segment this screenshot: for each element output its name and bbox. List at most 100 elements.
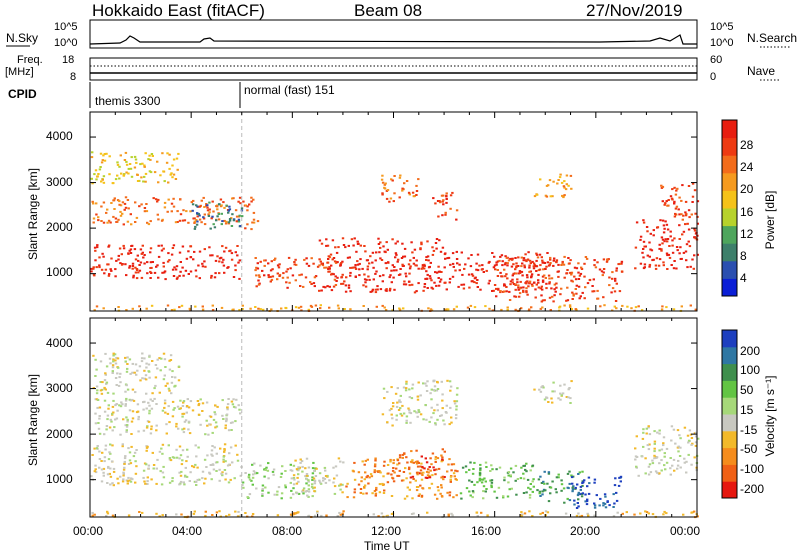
heatmap-cell [617,484,621,487]
heatmap-cell [452,308,456,311]
heatmap-cell [313,469,316,472]
heatmap-cell [415,486,419,488]
heatmap-cell [393,175,396,177]
heatmap-cell [683,457,686,460]
heatmap-cell [390,473,393,476]
heatmap-cell [359,491,362,494]
heatmap-cell [448,423,451,426]
heatmap-cell [136,369,139,372]
nave-label: Nave [747,64,776,78]
heatmap-cell [620,270,624,273]
heatmap-cell [564,188,568,191]
heatmap-cell [405,387,408,390]
heatmap-cell [410,241,413,244]
heatmap-cell [399,412,402,415]
heatmap-cell [579,272,583,275]
heatmap-cell [194,463,197,466]
heatmap-cell [256,262,259,265]
heatmap-cell [402,386,406,389]
heatmap-cell [251,221,254,224]
heatmap-cell [442,199,445,202]
heatmap-cell [665,252,669,255]
heatmap-cell [402,412,406,415]
heatmap-cell [495,261,498,264]
heatmap-cell [440,460,443,463]
heatmap-cell [503,283,506,286]
heatmap-cell [159,369,162,372]
heatmap-cell [657,264,661,267]
heatmap-cell [655,257,659,260]
heatmap-cell [514,464,518,467]
heatmap-cell [526,276,529,279]
heatmap-cell [432,466,435,469]
heatmap-cell [491,309,494,312]
heatmap-cell [165,423,168,426]
heatmap-cell [93,513,96,516]
heatmap-cell [119,475,122,478]
heatmap-cell [687,453,690,456]
heatmap-cell [361,460,364,463]
heatmap-cell [541,511,544,514]
heatmap-cell [252,473,255,476]
heatmap-cell [168,167,171,170]
heatmap-cell [378,491,382,494]
heatmap-cell [153,271,157,274]
velocity-heatmap [90,318,700,519]
heatmap-cell [426,287,429,289]
heatmap-cell [530,275,533,278]
heatmap-cell [135,216,139,219]
heatmap-cell [111,444,114,447]
heatmap-cell [228,205,231,208]
heatmap-cell [413,291,417,294]
heatmap-cell [455,494,458,497]
heatmap-cell [172,197,175,200]
heatmap-cell [237,218,241,221]
heatmap-cell [570,380,573,383]
heatmap-cell [108,472,111,475]
heatmap-cell [120,253,123,256]
heatmap-cell [228,208,232,211]
heatmap-cell [98,168,102,171]
heatmap-cell [662,442,665,445]
heatmap-cell [289,496,293,499]
heatmap-cell [541,259,544,262]
heatmap-cell [564,512,568,515]
heatmap-cell [215,452,218,455]
heatmap-cell [691,258,694,261]
heatmap-cell [172,158,176,161]
heatmap-cell [449,406,452,409]
heatmap-cell [420,462,423,465]
heatmap-cell [286,286,289,289]
heatmap-cell [279,476,283,478]
heatmap-cell [428,487,431,489]
freq-tick-low: 8 [70,71,77,83]
heatmap-cell [326,474,329,477]
heatmap-cell [145,426,149,429]
heatmap-cell [543,470,546,473]
heatmap-cell [409,476,413,479]
heatmap-cell [669,195,673,198]
heatmap-cell [215,470,218,472]
heatmap-cell [420,478,424,481]
heatmap-cell [163,206,167,209]
heatmap-cell [173,385,176,388]
heatmap-cell [338,484,341,487]
heatmap-cell [301,465,304,468]
heatmap-cell [653,454,656,457]
heatmap-cell [221,399,224,402]
heatmap-cell [130,433,133,435]
heatmap-cell [145,362,148,365]
heatmap-cell [256,472,259,475]
heatmap-cell [106,263,109,266]
heatmap-cell [92,267,95,270]
heatmap-cell [294,258,297,261]
heatmap-cell [427,471,430,474]
heatmap-cell [471,274,475,277]
heatmap-cell [602,296,605,299]
heatmap-cell [465,487,469,490]
heatmap-cell [522,492,526,494]
heatmap-cell [227,209,230,212]
heatmap-cell [511,278,514,281]
heatmap-cell [144,152,147,155]
cpid-mode-normal: normal (fast) 151 [244,83,335,97]
